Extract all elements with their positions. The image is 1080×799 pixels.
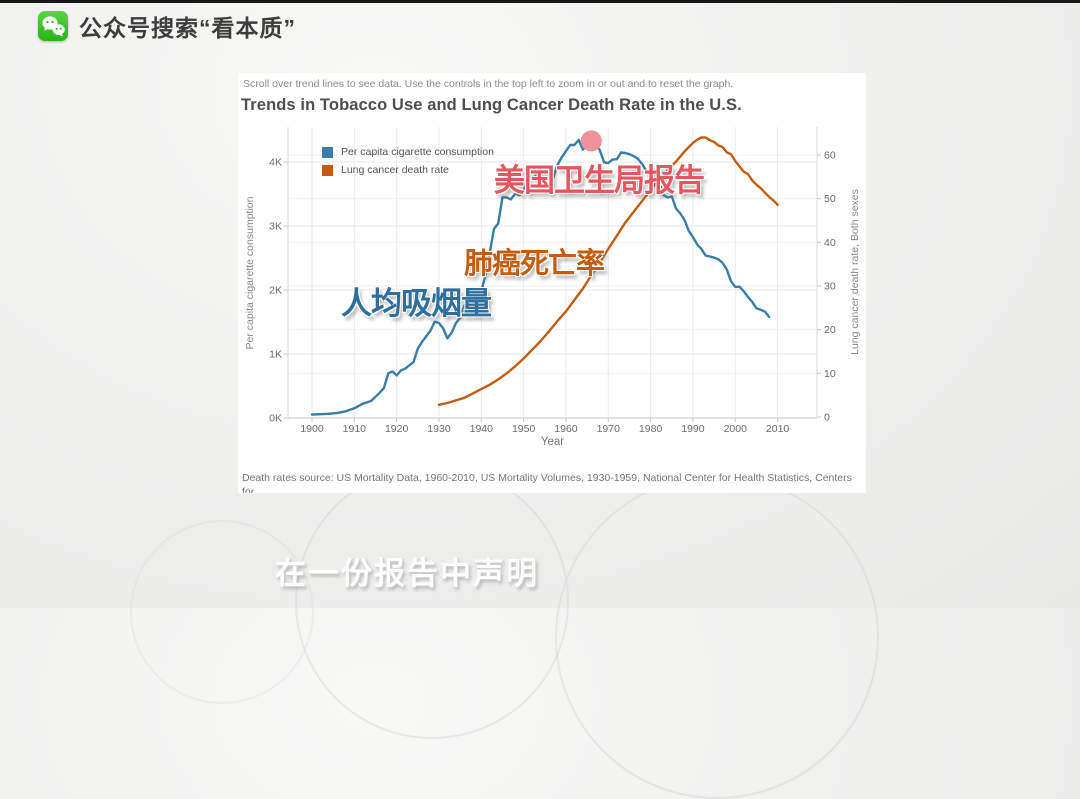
source-line-1: Death rates source: US Mortality Data, 1… — [242, 472, 852, 493]
legend-item-cigarette-consumption[interactable]: Per capita cigarette consumption — [322, 143, 494, 161]
trend-line-cigarette-consumption[interactable] — [310, 138, 771, 416]
legend-label: Lung cancer death rate — [341, 164, 449, 176]
y-right-axis-title: Lung cancer death rate, Both sexes — [849, 189, 861, 355]
chart-legend: Per capita cigarette consumption Lung ca… — [322, 143, 494, 179]
y-right-tick-label: 40 — [824, 237, 836, 249]
wechat-brand-header: 公众号搜索“看本质” — [38, 9, 296, 43]
y-right-tick-label: 60 — [824, 150, 836, 162]
x-tick-label: 1980 — [639, 423, 663, 435]
trend-line-lung-cancer-death-rate[interactable] — [437, 136, 779, 406]
legend-item-lung-cancer-death-rate[interactable]: Lung cancer death rate — [322, 161, 494, 179]
y-left-axis-title: Per capita cigarette consumption — [244, 196, 256, 349]
y-left-tick-label: 0K — [269, 413, 282, 425]
x-tick-label: 2000 — [724, 423, 748, 435]
video-caption: 在一份报告中声明 — [275, 556, 539, 591]
chart-card: Scroll over trend lines to see data. Use… — [238, 73, 866, 493]
letterbox-bar — [0, 0, 1080, 3]
x-axis-title: Year — [541, 436, 564, 448]
y-right-tick-label: 10 — [824, 368, 836, 380]
y-left-tick-label: 4K — [269, 157, 282, 169]
x-tick-label: 1970 — [597, 423, 621, 435]
x-tick-label: 1990 — [681, 423, 705, 435]
x-tick-label: 1950 — [512, 423, 536, 435]
x-tick-label: 1960 — [554, 423, 578, 435]
chart-source-note: Death rates source: US Mortality Data, 1… — [242, 472, 854, 493]
chart-instruction-text: Scroll over trend lines to see data. Use… — [243, 78, 734, 90]
y-left-tick-label: 1K — [269, 349, 282, 361]
x-tick-label: 1940 — [470, 423, 494, 435]
legend-swatch-orange — [322, 164, 333, 176]
x-tick-label: 1930 — [427, 423, 451, 435]
annotation-per-capita-smoking: 人均吸烟量 — [341, 286, 492, 321]
x-tick-label: 1900 — [300, 423, 324, 435]
legend-label: Per capita cigarette consumption — [341, 146, 494, 158]
y-left-tick-label: 2K — [269, 285, 282, 297]
annotation-surgeon-general-report: 美国卫生局报告 — [494, 163, 705, 198]
brand-search-text: 公众号搜索“看本质” — [79, 15, 296, 41]
x-tick-label: 1910 — [343, 423, 367, 435]
legend-swatch-blue — [322, 146, 333, 158]
chart-plot-area[interactable]: 1900 1910 1920 1930 1940 1950 1960 1970 1980 1990… — [0, 0, 1080, 608]
x-tick-label: 2010 — [766, 423, 790, 435]
highlight-dot — [580, 130, 602, 152]
x-tick-label: 1920 — [385, 423, 409, 435]
y-right-tick-label: 30 — [824, 281, 836, 293]
y-right-tick-label: 20 — [824, 324, 836, 336]
y-left-tick-label: 3K — [269, 221, 282, 233]
y-right-tick-label: 0 — [824, 412, 830, 424]
annotation-lung-cancer-death-rate: 肺癌死亡率 — [464, 248, 605, 280]
wechat-icon — [38, 11, 68, 41]
y-right-tick-label: 50 — [824, 193, 836, 205]
chart-title: Trends in Tobacco Use and Lung Cancer De… — [241, 96, 742, 114]
